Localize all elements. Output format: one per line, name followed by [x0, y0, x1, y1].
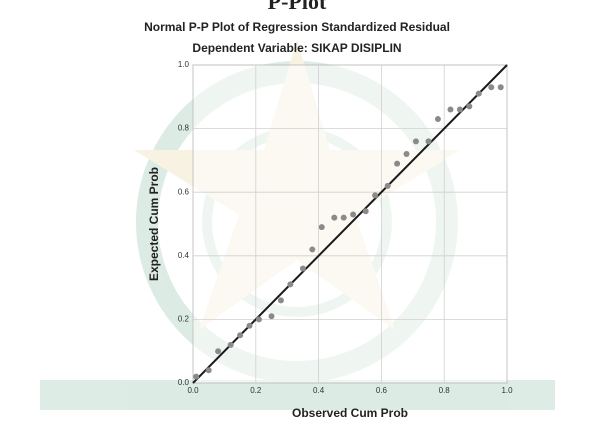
- point: [447, 107, 453, 113]
- x-tick-label: 0.8: [439, 386, 451, 395]
- point: [435, 116, 441, 122]
- heading: P-Plot: [268, 0, 327, 14]
- point: [498, 84, 504, 90]
- y-tick-label: 0.6: [178, 187, 190, 196]
- point: [300, 266, 306, 272]
- point: [457, 107, 463, 113]
- point: [247, 323, 253, 329]
- point: [385, 183, 391, 189]
- point: [215, 348, 221, 354]
- point: [319, 224, 325, 230]
- y-tick-label: 0.8: [178, 124, 190, 133]
- point: [341, 215, 347, 221]
- x-tick-label: 1.0: [501, 386, 513, 395]
- point: [363, 208, 369, 214]
- page: P-Plot Normal P-P Plot of Regression Sta…: [0, 0, 595, 424]
- point: [372, 192, 378, 198]
- point: [476, 91, 482, 97]
- point: [466, 103, 472, 109]
- x-tick-label: 0.6: [376, 386, 388, 395]
- y-tick-label: 1.0: [178, 60, 190, 69]
- point: [426, 138, 432, 144]
- chart-subtitle: Dependent Variable: SIKAP DISIPLIN: [192, 41, 401, 55]
- point: [206, 367, 212, 373]
- point: [350, 211, 356, 217]
- x-tick-label: 0.2: [250, 386, 262, 395]
- point: [404, 151, 410, 157]
- point: [269, 313, 275, 319]
- point: [256, 316, 262, 322]
- x-tick-label: 0.4: [313, 386, 325, 395]
- point: [237, 332, 243, 338]
- point: [488, 84, 494, 90]
- x-axis-label: Observed Cum Prob: [292, 406, 408, 420]
- point: [278, 297, 284, 303]
- y-tick-label: 0.2: [178, 315, 190, 324]
- point: [193, 374, 199, 380]
- y-tick-label: 0.0: [178, 378, 190, 387]
- point: [413, 138, 419, 144]
- y-tick-label: 0.4: [178, 251, 190, 260]
- chart-title: Normal P-P Plot of Regression Standardiz…: [144, 20, 450, 34]
- y-axis-label: Expected Cum Prob: [147, 167, 161, 281]
- point: [394, 161, 400, 167]
- x-tick-label: 0.0: [187, 386, 199, 395]
- point: [287, 281, 293, 287]
- point: [228, 342, 234, 348]
- point: [309, 246, 315, 252]
- point: [331, 215, 337, 221]
